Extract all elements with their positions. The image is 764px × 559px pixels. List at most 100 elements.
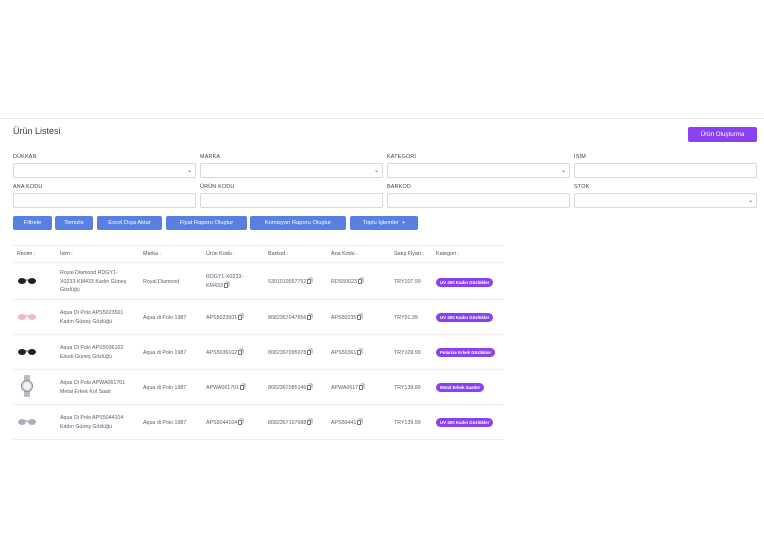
product-barcode: 5301010057752 [268,278,312,287]
sort-icon: ↕ [158,251,161,256]
product-barcode: 8682367107688 [268,419,312,428]
product-brand: Aqua di Polo 1987 [143,315,187,321]
copy-icon[interactable] [307,350,312,355]
copy-icon[interactable] [359,385,364,390]
category-badge: UV 400 Kadın Gözlükler [436,313,494,322]
category-badge: UV 400 Kadın Gözlükler [436,278,494,287]
category-badge: UV 400 Kadın Gözlükler [436,418,494,427]
product-main-code: APS50235 [331,314,362,323]
sort-icon: ↕ [33,251,36,256]
chevron-down-icon: ⌄ [373,168,379,174]
copy-icon[interactable] [307,420,312,425]
copy-icon[interactable] [307,315,312,320]
product-price: TRY91.99 [394,315,418,321]
col-urun-kodu[interactable]: Ürün Kodu↕ [206,251,235,257]
kategori-select[interactable]: ⌄ [387,163,570,178]
product-barcode: 8682367085146 [268,384,312,393]
product-code: APS5044104 [206,419,243,428]
row-divider [13,369,504,370]
table-top-divider [13,245,504,246]
wristwatch-icon [21,375,33,397]
dukkan-select[interactable]: ⌄ [13,163,196,178]
create-product-button[interactable]: Ürün Oluşturma [688,127,757,142]
copy-icon[interactable] [357,315,362,320]
sort-icon: ↕ [70,251,73,256]
excel-export-button[interactable]: Excel Dışa Aktar [97,216,162,230]
product-main-code: APS50361 [331,349,362,358]
plus-icon: + [401,220,406,226]
product-brand: Aqua di Polo 1987 [143,420,187,426]
product-code: RDGY1-X0233- KM433 [206,274,244,289]
copy-icon[interactable] [357,350,362,355]
product-name[interactable]: Aqua Di Polo APS5036102 Erkek Güneş Gözlü… [60,345,124,360]
col-isim[interactable]: İsim↕ [60,251,73,257]
row-divider [13,439,504,440]
dukkan-label: DÜKKAN [13,154,37,160]
product-name[interactable]: Aqua Di Polo APS5023501 Kadın Güneş Gözlü… [60,310,124,325]
product-brand: Aqua di Polo 1987 [143,385,187,391]
copy-icon[interactable] [223,282,228,288]
product-name[interactable]: Aqua Di Polo APWA061701 Metal Erkek Kol S… [60,380,126,395]
commission-report-button[interactable]: Komisyon Raporu Oluştur [250,216,346,230]
copy-icon[interactable] [238,420,243,425]
product-code: APWA061701 [206,384,245,393]
ana-kodu-input[interactable] [13,193,196,208]
sort-icon: ↕ [421,251,424,256]
chevron-down-icon: ⌄ [186,168,192,174]
product-price: TRY139.99 [394,420,421,426]
stok-select[interactable]: ⌄ [574,193,757,208]
marka-label: MARKA [200,154,221,160]
barkod-input[interactable] [387,193,570,208]
product-main-code: APWA0617 [331,384,364,393]
product-price: TRY139.99 [394,385,421,391]
copy-icon[interactable] [357,279,362,284]
copy-icon[interactable] [357,420,362,425]
product-name[interactable]: Royal Diamond RDGY1- X0233-KM433 Kadın Gü… [60,270,127,293]
sort-icon: ↕ [232,251,235,256]
copy-icon[interactable] [238,350,243,355]
product-barcode: 8682367047656 [268,314,312,323]
col-marka[interactable]: Marka↕ [143,251,161,257]
col-resim[interactable]: Resim↕ [17,251,36,257]
copy-icon[interactable] [240,385,245,390]
chevron-down-icon: ⌄ [560,168,566,174]
category-badge: Polarize Erkek Gözlükler [436,348,496,357]
copy-icon[interactable] [238,315,243,320]
clear-button[interactable]: Temizle [55,216,93,230]
product-price: TRY107.99 [394,279,421,285]
product-barcode: 8682367095978 [268,349,312,358]
copy-icon[interactable] [307,279,312,284]
product-brand: Royal Diamond [143,279,180,285]
sunglasses-black-icon [18,349,36,355]
product-main-code: APS50441 [331,419,362,428]
sort-icon: ↕ [286,251,289,256]
stok-label: STOK [574,184,590,190]
col-ana-kodu[interactable]: Ana Kodu↕ [331,251,358,257]
row-divider [13,299,504,300]
urun-kodu-label: ÜRÜN KODU [200,184,235,190]
bulk-actions-label: Toplu İşlemler [362,220,399,226]
product-main-code: RDS50023 [331,278,362,287]
col-kategori[interactable]: Kategori↕ [436,251,460,257]
sunglasses-pink-icon [18,314,36,320]
price-report-button[interactable]: Fiyat Raporu Oluştur [166,216,247,230]
urun-kodu-input[interactable] [200,193,383,208]
product-code: APS5023501 [206,314,243,323]
barkod-label: BARKOD [387,184,411,190]
marka-select[interactable]: ⌄ [200,163,383,178]
product-name[interactable]: Aqua Di Polo APS5044104 Kadın Güneş Gözlü… [60,415,124,430]
product-code: APS5036102 [206,349,243,358]
row-divider [13,334,504,335]
bulk-actions-button[interactable]: Toplu İşlemler + [350,216,418,230]
col-satis-fiyati[interactable]: Satış Fiyatı↕ [394,251,424,257]
category-badge: Metal Erkek Saatler [436,383,485,392]
table-header-divider [13,262,504,263]
product-brand: Aqua di Polo 1987 [143,350,187,356]
isim-input[interactable] [574,163,757,178]
col-barkod[interactable]: Barkod↕ [268,251,289,257]
filter-button[interactable]: Filtrele [13,216,52,230]
row-divider [13,404,504,405]
copy-icon[interactable] [307,385,312,390]
isim-label: İSİM [574,154,586,160]
sunglasses-silver-icon [18,419,36,425]
